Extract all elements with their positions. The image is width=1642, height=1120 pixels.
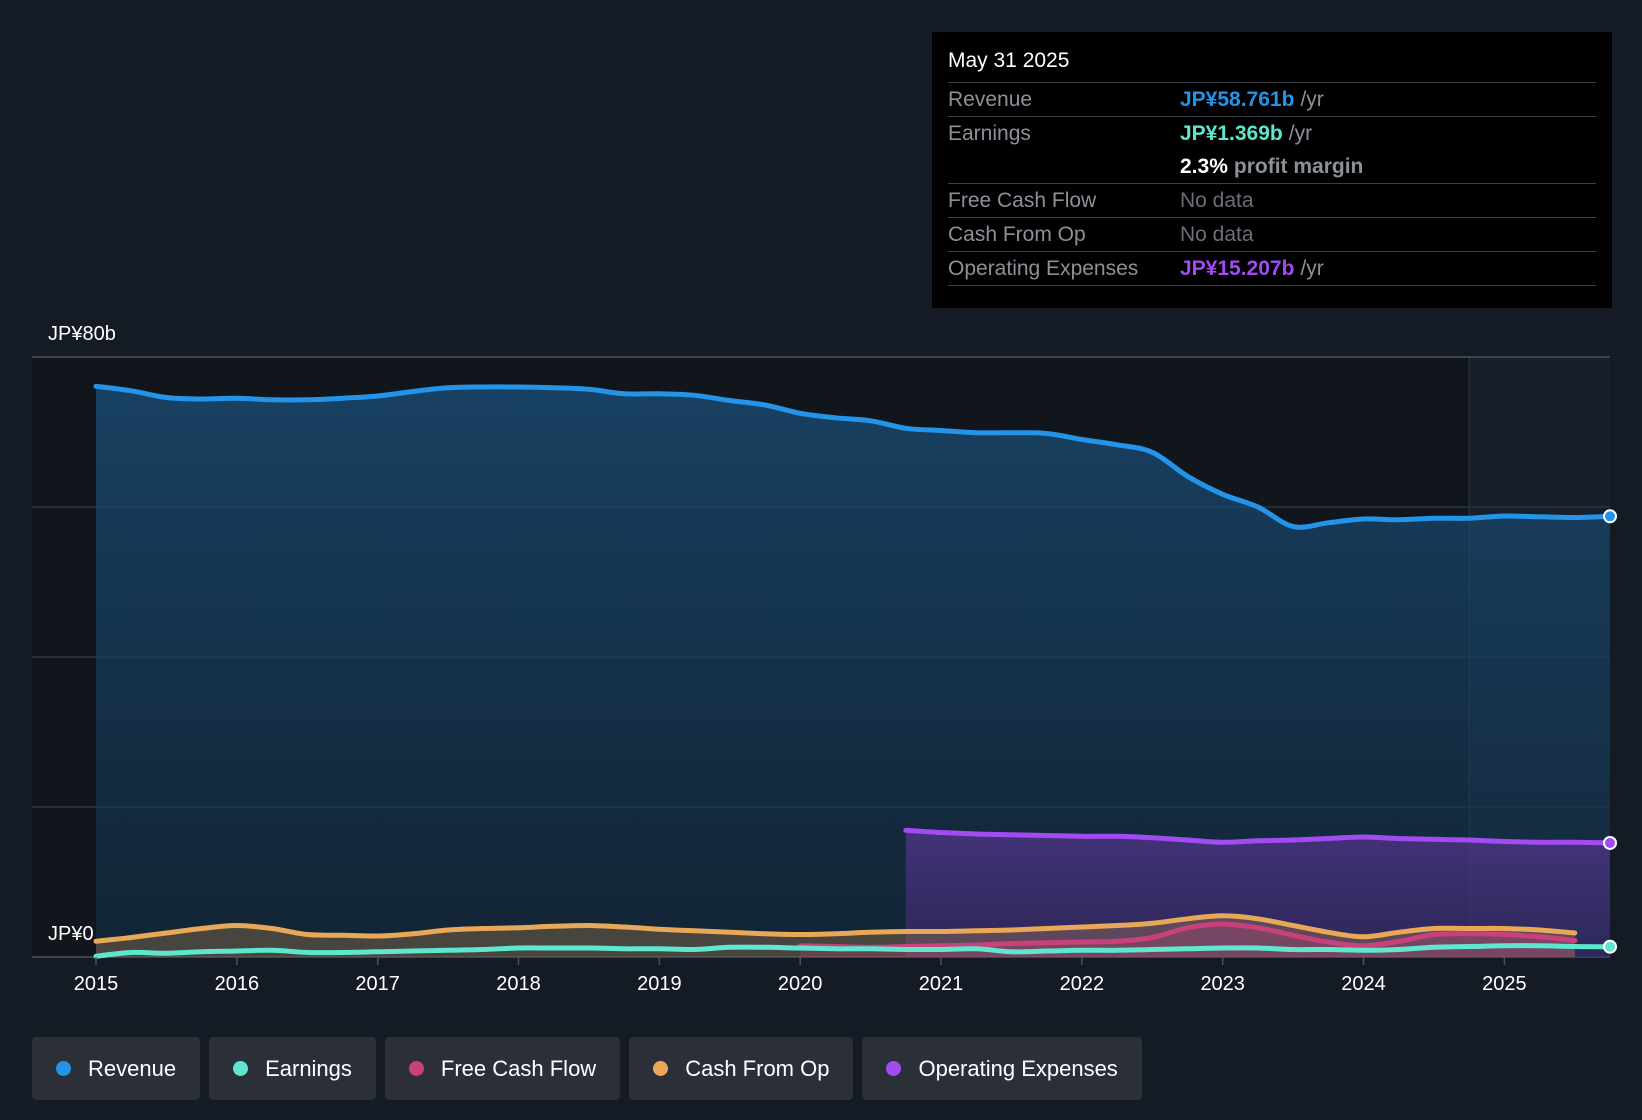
- y-axis-bottom-label: JP¥0: [48, 923, 94, 945]
- legend-item-earnings[interactable]: Earnings: [209, 1037, 376, 1100]
- x-tick-label: 2015: [74, 973, 119, 995]
- cash-from-op-line: [93, 913, 1578, 944]
- x-tick-label: 2016: [215, 973, 260, 995]
- legend-dot-icon: [886, 1061, 902, 1076]
- tooltip-date: May 31 2025: [948, 46, 1596, 83]
- operating-expenses-line: [903, 827, 1613, 846]
- x-tick-label: 2023: [1200, 973, 1245, 995]
- legend-item-cash-from-op[interactable]: Cash From Op: [629, 1037, 854, 1100]
- x-tick-label: 2022: [1060, 973, 1105, 995]
- x-tick-label: 2017: [355, 973, 400, 995]
- earnings-end-marker: [1603, 939, 1617, 954]
- profit-margin-label: profit margin: [1233, 154, 1364, 178]
- legend-item-operating-expenses[interactable]: Operating Expenses: [862, 1037, 1142, 1100]
- legend: Revenue Earnings Free Cash Flow Cash Fro…: [32, 1037, 1151, 1100]
- legend-label: Earnings: [265, 1055, 352, 1081]
- x-tick-label: 2024: [1341, 973, 1386, 995]
- tooltip-unit: /yr: [1288, 121, 1313, 145]
- free-cash-flow-line: [797, 921, 1578, 950]
- x-tick-label: 2020: [778, 973, 823, 995]
- x-tick-label: 2018: [496, 973, 541, 995]
- revenue-line: [93, 383, 1613, 530]
- tooltip-row-cfo: Cash From Op No data: [948, 218, 1596, 252]
- tooltip-row-opex: Operating Expenses JP¥15.207b /yr: [948, 252, 1596, 286]
- series-lines: [93, 383, 1613, 959]
- legend-dot-icon: [653, 1061, 669, 1076]
- revenue-end-marker: [1603, 509, 1617, 524]
- end-markers: [1603, 509, 1617, 954]
- x-axis: 2015 2016 2017 2018 2019 2020 2021 2022 2023 2024…: [74, 957, 1527, 995]
- legend-dot-icon: [233, 1061, 249, 1076]
- tooltip-unit: /yr: [1300, 87, 1324, 111]
- legend-label: Free Cash Flow: [440, 1055, 597, 1081]
- legend-dot-icon: [56, 1061, 71, 1076]
- operating-expenses-end-marker: [1603, 835, 1617, 850]
- tooltip-row-margin: 2.3% profit margin: [948, 150, 1596, 184]
- tooltip-row-revenue: Revenue JP¥58.761b /yr: [948, 83, 1596, 117]
- revenue-area: [96, 386, 1610, 957]
- earnings-line: [93, 943, 1613, 959]
- tooltip-label: Revenue: [948, 87, 1033, 111]
- tooltip-unit: /yr: [1300, 256, 1324, 280]
- legend-label: Operating Expenses: [918, 1055, 1118, 1081]
- x-tick-label: 2021: [919, 973, 964, 995]
- tooltip-panel: May 31 2025 Revenue JP¥58.761b /yr Earni…: [932, 32, 1612, 308]
- tooltip-label: Cash From Op: [948, 222, 1086, 246]
- legend-item-free-cash-flow[interactable]: Free Cash Flow: [384, 1037, 621, 1100]
- tooltip-label: Operating Expenses: [948, 256, 1139, 280]
- legend-dot-icon: [408, 1061, 424, 1076]
- x-tick-label: 2019: [637, 973, 682, 995]
- tooltip-label: Earnings: [948, 121, 1031, 145]
- legend-label: Cash From Op: [685, 1055, 830, 1081]
- legend-item-revenue[interactable]: Revenue: [32, 1037, 201, 1100]
- tooltip-value: JP¥1.369b: [1180, 121, 1283, 145]
- profit-margin-value: 2.3%: [1180, 154, 1228, 178]
- tooltip-label: Free Cash Flow: [948, 188, 1097, 212]
- tooltip-row-earnings: Earnings JP¥1.369b /yr: [948, 117, 1596, 150]
- tooltip-value: JP¥15.207b: [1180, 256, 1295, 280]
- tooltip-value: No data: [1180, 188, 1254, 212]
- y-axis-top-label: JP¥80b: [48, 323, 116, 345]
- tooltip-row-fcf: Free Cash Flow No data: [948, 184, 1596, 218]
- x-tick-label: 2025: [1482, 973, 1527, 995]
- tooltip-value: No data: [1180, 222, 1254, 246]
- legend-label: Revenue: [88, 1055, 177, 1081]
- tooltip-value: JP¥58.761b: [1180, 87, 1295, 111]
